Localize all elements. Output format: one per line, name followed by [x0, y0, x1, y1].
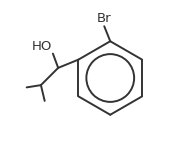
Text: Br: Br: [97, 12, 112, 26]
Text: HO: HO: [32, 40, 52, 53]
